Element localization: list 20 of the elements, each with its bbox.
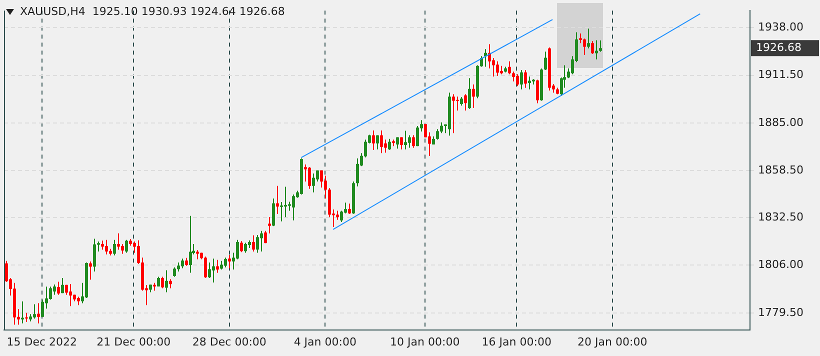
candlestick	[456, 96, 459, 110]
y-tick-label: 1779.50	[758, 306, 804, 319]
x-tick-label: 10 Jan 00:00	[390, 335, 460, 348]
candlestick	[284, 186, 287, 218]
x-tick-label: 28 Dec 00:00	[192, 335, 266, 348]
x-tick-label: 20 Jan 00:00	[578, 335, 648, 348]
candlestick	[280, 202, 283, 222]
x-tick-label: 21 Dec 00:00	[96, 335, 171, 348]
candlestick	[21, 301, 24, 324]
chart-title: XAUUSD,H4 1925.10 1930.93 1924.64 1926.68	[20, 5, 285, 18]
x-tick-label: 15 Dec 2022	[6, 335, 78, 348]
text: 1926.68	[756, 40, 802, 54]
y-tick-label: 1911.50	[758, 68, 804, 82]
y-tick-label: 1858.50	[758, 164, 804, 177]
y-tick-label: 1806.00	[758, 258, 804, 272]
x-tick-label: 16 Jan 00:00	[482, 335, 552, 348]
x-tick-label: 4 Jan 00:00	[294, 335, 356, 348]
y-tick-label: 1885.00	[758, 116, 804, 129]
y-tick-label: 1832.50	[758, 210, 804, 224]
y-tick-label: 1938.00	[758, 20, 804, 34]
